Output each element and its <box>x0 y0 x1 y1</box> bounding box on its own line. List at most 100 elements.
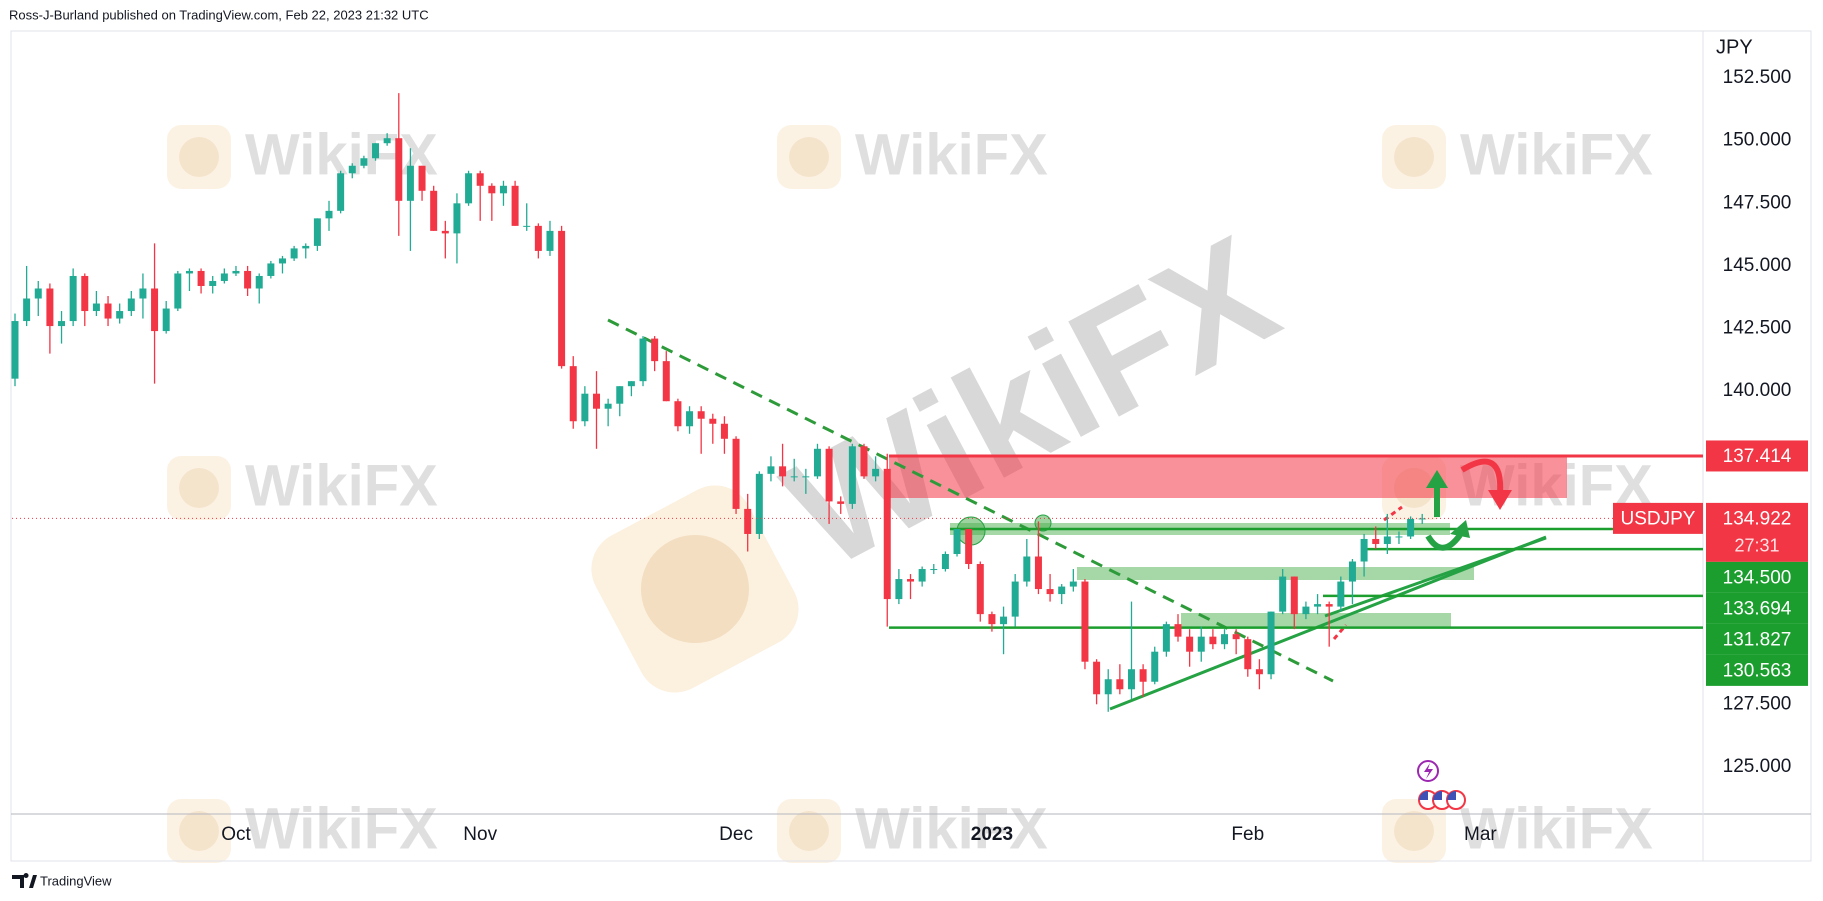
candle-body <box>907 579 915 582</box>
watermark: WikiFX <box>167 122 438 189</box>
candle-body <box>232 270 240 274</box>
event-flag <box>1419 791 1428 800</box>
candle-body <box>34 288 42 299</box>
candle-body <box>523 225 531 227</box>
candle-body <box>1337 581 1345 607</box>
symbol-tag-label: USDJPY <box>1621 508 1696 529</box>
candle-body <box>790 476 798 478</box>
watermark: WikiFX <box>1382 122 1653 189</box>
candle-body <box>162 308 170 332</box>
candle-body <box>313 218 321 246</box>
chart-frame <box>10 30 1812 862</box>
candle-body <box>1069 581 1077 587</box>
candle-body <box>104 303 112 319</box>
candle-body <box>1418 518 1426 520</box>
candle-body <box>1046 589 1054 595</box>
y-tick-label: 142.500 <box>1723 318 1792 339</box>
candle-body <box>1407 518 1415 537</box>
y-tick-label: 145.000 <box>1723 255 1792 276</box>
watermark: WikiFX <box>777 796 1048 863</box>
price-tag <box>1706 502 1808 562</box>
watermark-text: WikiFX <box>855 796 1048 861</box>
candle-body <box>1244 639 1252 670</box>
candle-body <box>627 381 635 387</box>
candle-body <box>534 225 542 251</box>
candle-body <box>58 321 66 327</box>
candle-body <box>1186 636 1194 652</box>
candle-body <box>69 275 77 322</box>
candle-body <box>732 438 740 509</box>
candle-body <box>488 185 496 194</box>
candle-body <box>872 468 880 477</box>
candle-body <box>441 230 449 234</box>
candle-body <box>837 501 845 504</box>
candle-body <box>1197 636 1205 652</box>
candle-body <box>686 411 694 427</box>
candle-body <box>465 173 473 204</box>
candle-body <box>46 288 54 327</box>
candle-body <box>1325 604 1333 607</box>
tv-logo <box>12 873 37 888</box>
candle-body <box>1000 616 1008 625</box>
resistance-zone <box>889 455 1567 498</box>
candle-body <box>1174 624 1182 637</box>
candle-body <box>802 476 810 478</box>
candle-body <box>744 508 752 534</box>
y-tick-label: 152.500 <box>1723 67 1792 88</box>
drawings <box>607 318 1567 711</box>
candle-body <box>418 165 426 191</box>
candle-body <box>813 448 821 477</box>
arrow <box>1460 458 1504 495</box>
watermark-logo <box>179 811 219 851</box>
x-tick-label: Feb <box>1231 824 1264 845</box>
watermark-logo <box>789 137 829 177</box>
candle-body <box>116 311 124 319</box>
event-flag <box>1433 791 1442 800</box>
candle-body <box>581 393 589 422</box>
candle-body <box>476 173 484 186</box>
event-flag <box>1447 791 1456 800</box>
watermark-text: WikiFX <box>1460 122 1653 187</box>
y-tick-label: 125.000 <box>1723 756 1792 777</box>
watermark-logo <box>640 535 749 644</box>
x-tick-label: Oct <box>221 824 251 845</box>
candle-body <box>372 143 380 159</box>
candle-body <box>1348 561 1356 582</box>
candle-body <box>1104 679 1112 695</box>
candle-body <box>1383 536 1391 544</box>
symbol-tag <box>1613 502 1703 534</box>
watermark-text: WikiFX <box>245 453 438 518</box>
candle-body <box>883 468 891 600</box>
watermark-logo <box>1394 137 1434 177</box>
candle-body <box>325 210 333 219</box>
candle-body <box>755 473 763 534</box>
arrow-head <box>1450 520 1470 538</box>
candle-body <box>976 564 984 615</box>
candle-body <box>244 270 252 289</box>
candle-body <box>139 288 147 299</box>
candle-body <box>1058 586 1066 595</box>
candle-body <box>290 248 298 259</box>
candle-body <box>360 158 368 166</box>
watermark: WikiFX <box>167 453 438 520</box>
x-tick-label: Dec <box>719 824 753 845</box>
watermark: WikiFX <box>1382 796 1653 863</box>
watermark-logo <box>1382 799 1446 863</box>
candle-body <box>860 446 868 477</box>
price-tag-label: 137.414 <box>1723 446 1792 467</box>
candle-body <box>965 528 973 565</box>
arrow <box>1425 533 1463 551</box>
candle-body <box>383 138 391 144</box>
watermark-text: WikiFX <box>1460 796 1653 861</box>
candle-body <box>918 569 926 582</box>
candle-body <box>430 190 438 231</box>
candle-body <box>720 423 728 439</box>
candle-body <box>616 386 624 404</box>
candle-body <box>1267 611 1275 675</box>
x-tick-label: 2023 <box>971 824 1013 845</box>
price-tag <box>1706 592 1808 624</box>
price-tag-label: 130.563 <box>1723 660 1792 681</box>
